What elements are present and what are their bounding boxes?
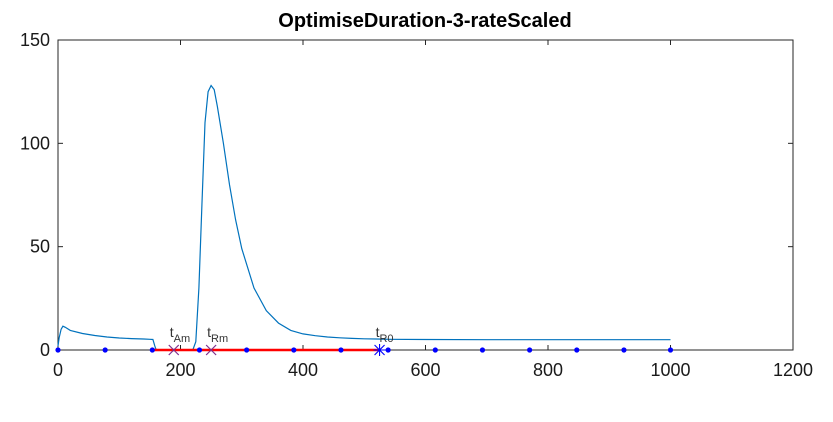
data-point-marker <box>102 347 108 353</box>
data-point-marker <box>574 347 580 353</box>
data-point-marker <box>244 347 250 353</box>
chart-title: OptimiseDuration-3-rateScaled <box>278 10 571 32</box>
cross-marker <box>205 344 217 356</box>
y-tick-label: 0 <box>40 340 50 360</box>
annotation-label: tRm <box>207 324 228 345</box>
x-tick-label: 0 <box>53 360 63 380</box>
x-tick-label: 1200 <box>773 360 813 380</box>
plot-area: 0 200 400 600 800 1000 1200 0 50 100 150 tAm tRm tR0 <box>20 30 813 380</box>
data-point-marker <box>149 347 155 353</box>
data-point-marker <box>667 347 674 353</box>
x-tick-label: 200 <box>165 360 195 380</box>
data-point-marker <box>432 347 438 353</box>
data-point-marker <box>527 347 533 353</box>
data-point-marker <box>479 347 486 353</box>
data-point-marker <box>291 347 297 353</box>
x-tick-label: 1000 <box>650 360 690 380</box>
data-point-marker <box>196 347 203 353</box>
data-point-marker <box>621 347 627 353</box>
y-tick-label: 50 <box>30 237 50 257</box>
y-tick-label: 150 <box>20 30 50 50</box>
x-tick-label: 400 <box>288 360 318 380</box>
cross-marker <box>168 344 180 356</box>
x-tick-label: 800 <box>533 360 563 380</box>
annotation-label: tR0 <box>376 324 394 345</box>
y-tick-label: 100 <box>20 133 50 153</box>
x-tick-label: 600 <box>410 360 440 380</box>
data-point-marker <box>338 347 344 353</box>
axes-box <box>57 39 794 351</box>
series-line-rate <box>57 84 671 351</box>
data-point-marker <box>55 347 61 353</box>
annotation-label: tAm <box>170 324 190 345</box>
data-point-marker <box>385 347 391 353</box>
star-marker <box>373 344 386 356</box>
